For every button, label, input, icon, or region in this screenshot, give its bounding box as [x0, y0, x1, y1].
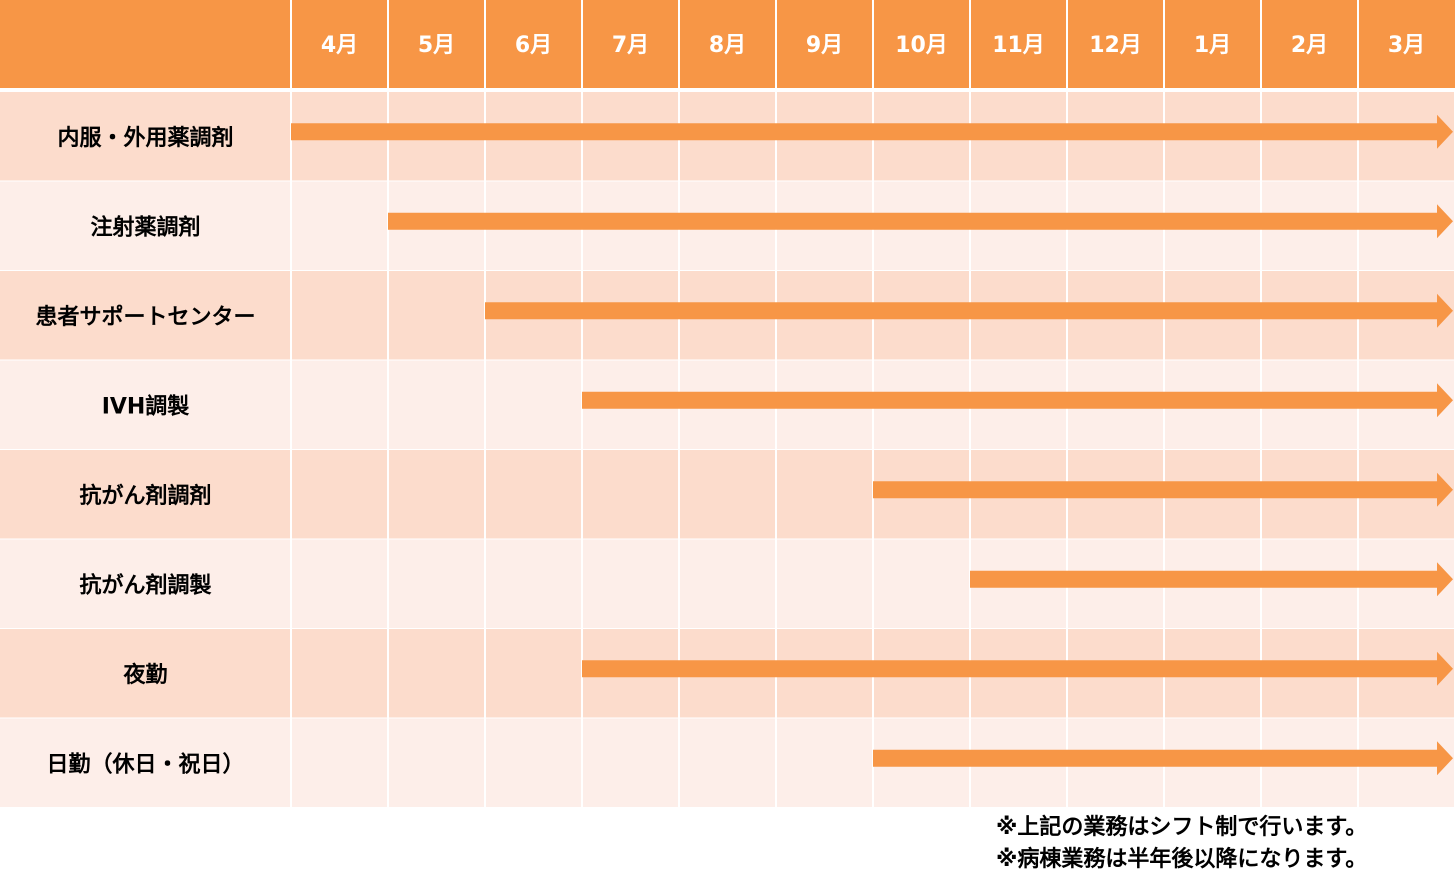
month-label: 11月	[992, 33, 1045, 58]
task-arrow	[970, 562, 1453, 597]
schedule-chart: 4月 5月 6月 7月 8月 9月 10月 11月 12月 1月 2月 3月 内服・外用薬調剤注射薬調…	[0, 0, 1455, 809]
footnotes: ※上記の業務はシフト制で行います。 ※病棟業務は半年後以降になります。	[996, 812, 1451, 876]
task-label: 注射薬調剤	[90, 214, 200, 240]
month-label: 7月	[612, 33, 649, 58]
month-header: 4月 5月 6月 7月 8月 9月 10月 11月 12月 1月 2月 3月	[0, 0, 1455, 88]
task-arrow	[485, 293, 1453, 328]
month-label: 5月	[418, 33, 455, 58]
task-label: 内服・外用薬調剤	[57, 125, 233, 151]
task-label: 抗がん剤調剤	[79, 483, 211, 509]
task-label: 夜勤	[122, 662, 167, 688]
task-label: 日勤（休日・祝日）	[46, 751, 244, 777]
month-label: 9月	[806, 33, 843, 58]
footnote-ward: ※病棟業務は半年後以降になります。	[996, 847, 1368, 872]
month-label: 1月	[1194, 33, 1231, 58]
footnote-shift: ※上記の業務はシフト制で行います。	[996, 815, 1368, 840]
task-arrow	[291, 114, 1453, 149]
task-arrow	[873, 741, 1453, 776]
month-label: 6月	[515, 33, 552, 58]
task-label: 抗がん剤調製	[79, 572, 211, 598]
month-label: 4月	[321, 33, 358, 58]
task-arrow	[388, 204, 1453, 239]
task-arrow	[582, 651, 1453, 686]
month-label: 12月	[1089, 33, 1142, 58]
task-arrow	[582, 383, 1453, 418]
month-label: 8月	[709, 33, 746, 58]
task-arrows	[291, 114, 1453, 776]
task-label: IVH調製	[102, 393, 190, 419]
header-bg	[0, 0, 1455, 88]
month-label: 3月	[1388, 33, 1425, 58]
month-label: 2月	[1291, 33, 1328, 58]
task-arrow	[873, 472, 1453, 507]
month-label: 10月	[895, 33, 948, 58]
task-label: 患者サポートセンター	[35, 304, 255, 330]
